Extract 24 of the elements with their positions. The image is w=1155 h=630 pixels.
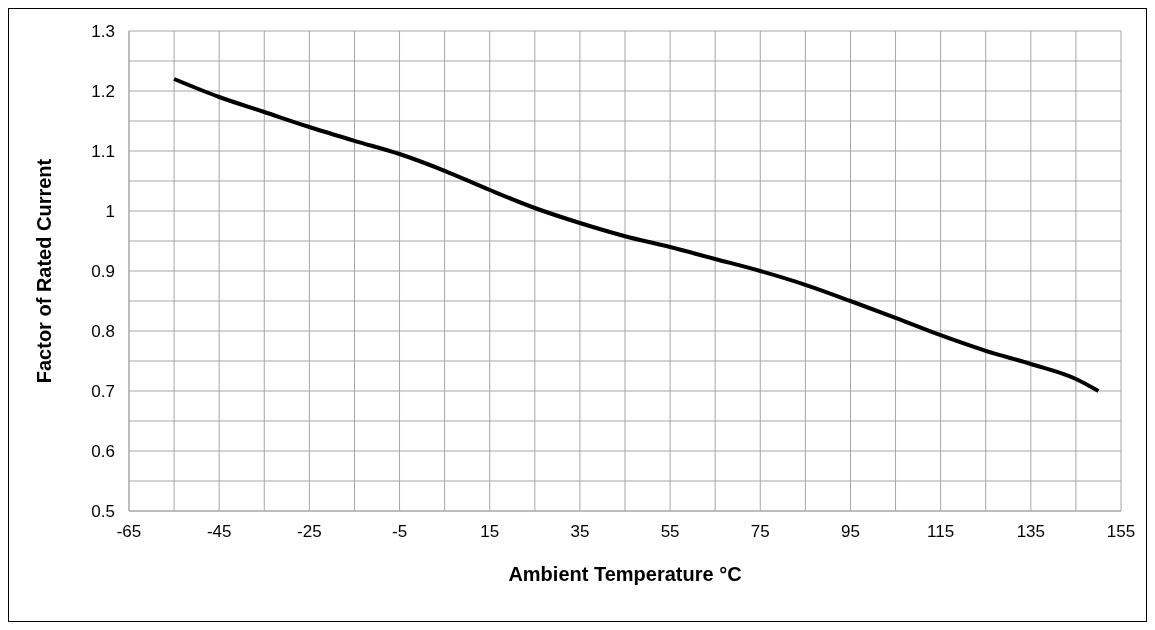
y-tick-label: 0.7	[91, 382, 115, 402]
x-tick-label: 15	[480, 522, 500, 542]
x-tick-label: 35	[570, 522, 590, 542]
y-axis-title: Factor of Rated Current	[33, 158, 56, 384]
y-tick-label: 0.8	[91, 322, 115, 342]
y-tick-label: 1.1	[91, 142, 115, 162]
x-axis-title: Ambient Temperature °C	[508, 563, 742, 585]
x-tick-label: -45	[206, 522, 232, 542]
x-tick-label: 75	[750, 522, 770, 542]
y-tick-label: 1.3	[91, 22, 115, 42]
x-tick-label: 135	[1016, 522, 1046, 542]
y-tick-label: 1.2	[91, 82, 115, 102]
y-tick-label: 1	[105, 202, 115, 222]
y-tick-label: 0.6	[91, 442, 115, 462]
x-tick-label: -65	[116, 522, 142, 542]
y-tick-label: 0.5	[91, 502, 115, 522]
x-tick-label: 115	[927, 522, 955, 542]
x-tick-label: -25	[297, 522, 322, 542]
y-tick-label: 0.9	[91, 262, 115, 282]
x-tick-label: 95	[840, 522, 860, 542]
line-series	[172, 77, 1101, 393]
x-tick-label: -5	[391, 522, 408, 542]
x-tick-label: 55	[660, 522, 680, 542]
x-tick-label: 155	[1106, 522, 1136, 542]
